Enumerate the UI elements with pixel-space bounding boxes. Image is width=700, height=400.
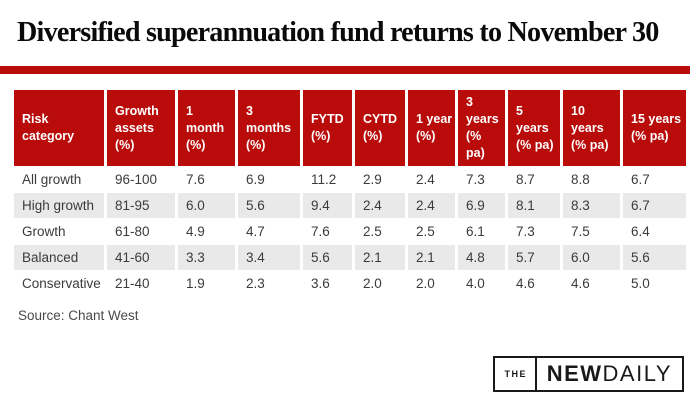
table-cell: 3.4: [238, 245, 300, 270]
table-cell: 2.4: [408, 193, 455, 218]
table-cell: 5.6: [623, 245, 686, 270]
table-row-all-growth: All growth 96-100 7.6 6.9 11.2 2.9 2.4 7…: [14, 167, 686, 192]
table-cell: 6.1: [458, 219, 505, 244]
logo-word-new: NEW: [546, 361, 603, 386]
table-cell: 3.3: [178, 245, 235, 270]
col-header-1-month: 1 month (%): [178, 90, 235, 166]
table-cell: 4.6: [508, 271, 560, 296]
table-cell: 6.9: [238, 167, 300, 192]
table-cell: 2.0: [355, 271, 405, 296]
table-cell: 6.4: [623, 219, 686, 244]
col-header-5-years: 5 years (% pa): [508, 90, 560, 166]
table-cell: 4.6: [563, 271, 620, 296]
table-cell: 2.0: [408, 271, 455, 296]
logo-word-daily: DAILY: [602, 361, 672, 386]
table-cell: 4.7: [238, 219, 300, 244]
col-header-3-years: 3 years (% pa): [458, 90, 505, 166]
table-cell: 21-40: [107, 271, 175, 296]
table-cell: 7.6: [178, 167, 235, 192]
table-cell: 6.9: [458, 193, 505, 218]
table-row-conservative: Conservative 21-40 1.9 2.3 3.6 2.0 2.0 4…: [14, 271, 686, 296]
table-cell: 6.7: [623, 167, 686, 192]
table-row-growth: Growth 61-80 4.9 4.7 7.6 2.5 2.5 6.1 7.3…: [14, 219, 686, 244]
table-cell: 4.9: [178, 219, 235, 244]
row-label: Growth: [14, 219, 104, 244]
table-cell: 7.3: [458, 167, 505, 192]
table-row-balanced: Balanced 41-60 3.3 3.4 5.6 2.1 2.1 4.8 5…: [14, 245, 686, 270]
table-cell: 2.5: [355, 219, 405, 244]
table-cell: 8.1: [508, 193, 560, 218]
table-cell: 96-100: [107, 167, 175, 192]
table-cell: 11.2: [303, 167, 352, 192]
table-cell: 7.5: [563, 219, 620, 244]
table-cell: 2.1: [355, 245, 405, 270]
table-cell: 4.8: [458, 245, 505, 270]
table-cell: 5.0: [623, 271, 686, 296]
table-cell: 5.6: [303, 245, 352, 270]
table-cell: 7.6: [303, 219, 352, 244]
table-cell: 2.5: [408, 219, 455, 244]
table-cell: 9.4: [303, 193, 352, 218]
col-header-growth-assets: Growth assets (%): [107, 90, 175, 166]
table-cell: 1.9: [178, 271, 235, 296]
row-label: All growth: [14, 167, 104, 192]
table-cell: 2.4: [408, 167, 455, 192]
col-header-fytd: FYTD (%): [303, 90, 352, 166]
table-cell: 2.4: [355, 193, 405, 218]
col-header-cytd: CYTD (%): [355, 90, 405, 166]
table-cell: 6.0: [563, 245, 620, 270]
table-header-row: Risk category Growth assets (%) 1 month …: [14, 90, 686, 166]
table-cell: 2.9: [355, 167, 405, 192]
col-header-10-years: 10 years (% pa): [563, 90, 620, 166]
source-attribution: Source: Chant West: [18, 308, 139, 323]
title-divider-rule: [0, 66, 690, 74]
row-label: High growth: [14, 193, 104, 218]
table-cell: 6.0: [178, 193, 235, 218]
page-title: Diversified superannuation fund returns …: [17, 16, 659, 48]
returns-table: Risk category Growth assets (%) 1 month …: [11, 89, 689, 297]
col-header-risk-category: Risk category: [14, 90, 104, 166]
table-cell: 81-95: [107, 193, 175, 218]
col-header-3-months: 3 months (%): [238, 90, 300, 166]
table-cell: 8.8: [563, 167, 620, 192]
col-header-1-year: 1 year (%): [408, 90, 455, 166]
col-header-15-years: 15 years (% pa): [623, 90, 686, 166]
table-cell: 5.7: [508, 245, 560, 270]
table-cell: 8.3: [563, 193, 620, 218]
row-label: Balanced: [14, 245, 104, 270]
the-new-daily-logo: THE NEW DAILY: [492, 356, 684, 392]
table-cell: 6.7: [623, 193, 686, 218]
table-cell: 2.1: [408, 245, 455, 270]
table-cell: 8.7: [508, 167, 560, 192]
table-cell: 2.3: [238, 271, 300, 296]
table-cell: 5.6: [238, 193, 300, 218]
logo-wordmark: NEW DAILY: [537, 358, 682, 390]
table-cell: 3.6: [303, 271, 352, 296]
logo-the-box: THE: [495, 358, 537, 390]
row-label: Conservative: [14, 271, 104, 296]
table-cell: 4.0: [458, 271, 505, 296]
table-row-high-growth: High growth 81-95 6.0 5.6 9.4 2.4 2.4 6.…: [14, 193, 686, 218]
table-cell: 61-80: [107, 219, 175, 244]
table-cell: 41-60: [107, 245, 175, 270]
table-cell: 7.3: [508, 219, 560, 244]
